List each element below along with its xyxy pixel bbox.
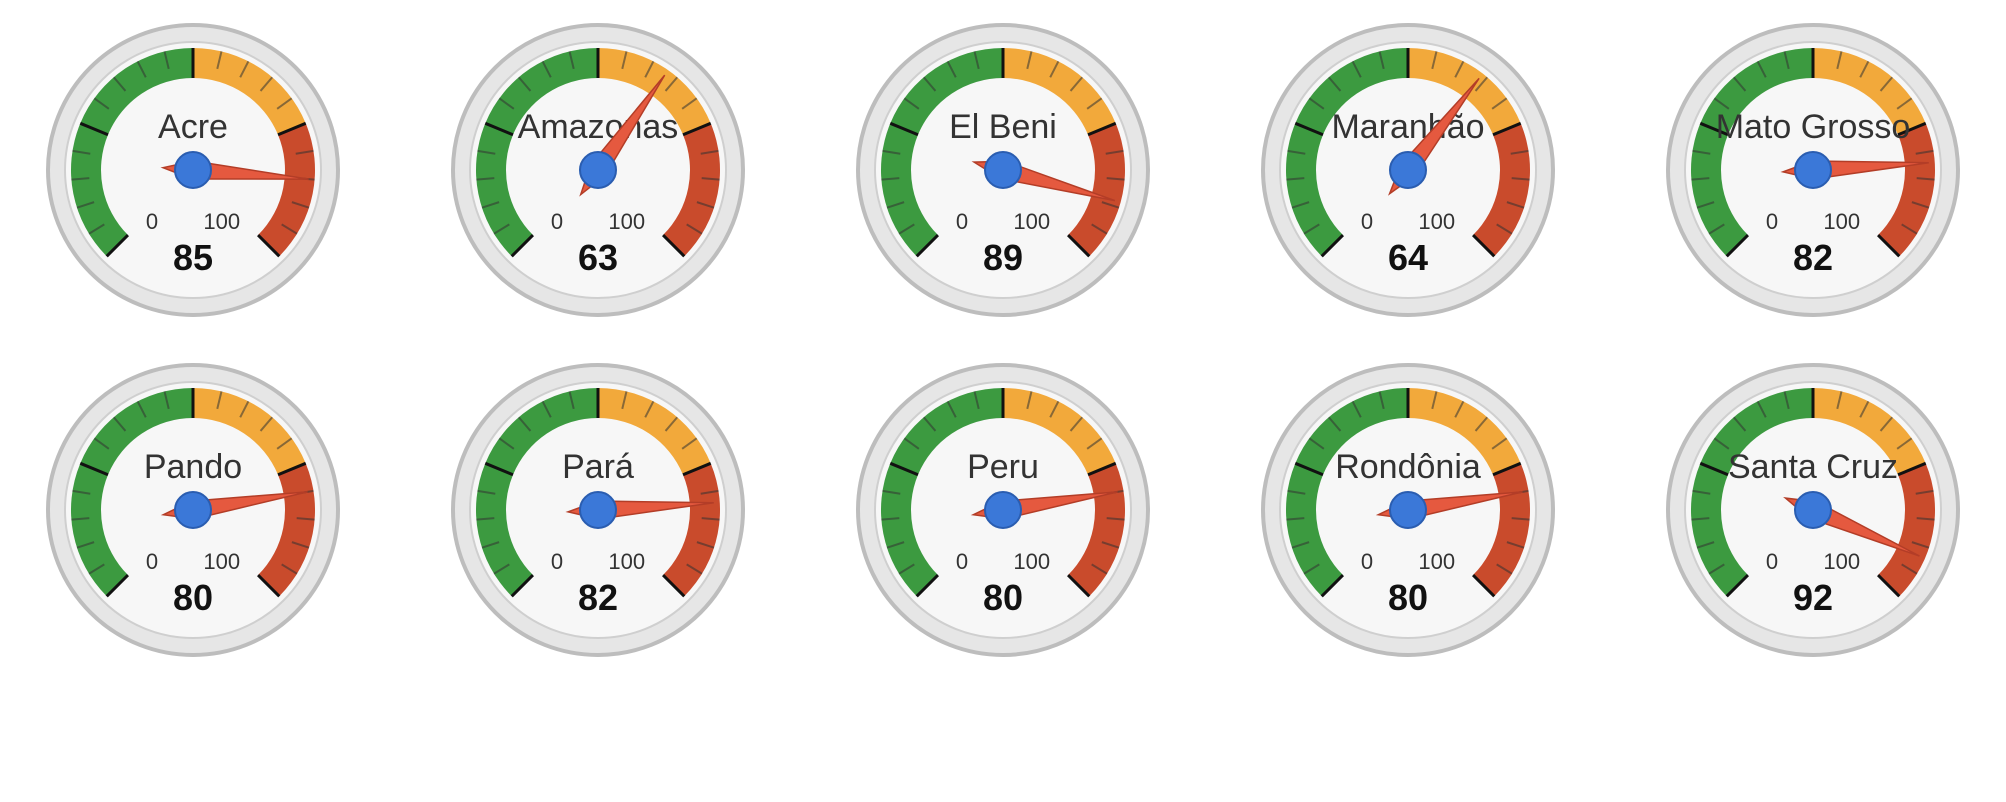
gauge-min-label: 0 [1361,549,1373,574]
gauge-hub [580,152,616,188]
gauge-min-label: 0 [956,549,968,574]
gauge: 0 100 Santa Cruz 92 [1663,360,1963,660]
gauge-hub [1795,492,1831,528]
gauge-max-label: 100 [203,209,240,234]
gauge-label: Maranhão [1332,108,1485,146]
gauge-label: Peru [967,448,1039,486]
gauge-value: 85 [173,237,213,278]
gauge-min-label: 0 [145,549,157,574]
gauge-cell: 0 100 Maranhão 64 [1236,20,1581,320]
gauge-hub [175,152,211,188]
gauge-value: 82 [578,577,618,618]
gauge-max-label: 100 [1013,209,1050,234]
gauge-label: Pando [143,448,241,486]
gauge-max-label: 100 [203,549,240,574]
gauge-label: Rondônia [1335,448,1481,486]
gauge-min-label: 0 [1766,549,1778,574]
gauge-value: 80 [983,577,1023,618]
gauge-cell: 0 100 Pará 82 [425,360,770,660]
gauge: 0 100 Amazonas 63 [448,20,748,320]
gauge-value: 82 [1793,237,1833,278]
gauge-label: Mato Grosso [1716,108,1911,146]
gauge: 0 100 Maranhão 64 [1258,20,1558,320]
gauge: 0 100 Pando 80 [43,360,343,660]
gauge-cell: 0 100 Acre 85 [20,20,365,320]
gauge-hub [580,492,616,528]
gauge-cell: 0 100 Amazonas 63 [425,20,770,320]
gauge-min-label: 0 [145,209,157,234]
gauge: 0 100 Rondônia 80 [1258,360,1558,660]
gauge-max-label: 100 [608,209,645,234]
gauge-min-label: 0 [551,209,563,234]
gauge-min-label: 0 [1766,209,1778,234]
gauge-hub [175,492,211,528]
gauge-hub [1795,152,1831,188]
gauge-value: 80 [1388,577,1428,618]
gauge-hub [985,152,1021,188]
gauge-max-label: 100 [1419,209,1456,234]
gauge-max-label: 100 [1013,549,1050,574]
gauge-cell: 0 100 Pando 80 [20,360,365,660]
gauge-value: 89 [983,237,1023,278]
gauge-cell: 0 100 Rondônia 80 [1236,360,1581,660]
gauge-max-label: 100 [608,549,645,574]
gauge-label: Amazonas [517,108,678,146]
gauge-hub [1390,152,1426,188]
gauge-label: Pará [562,448,634,486]
gauge-cell: 0 100 Peru 80 [830,360,1175,660]
gauge-value: 64 [1388,237,1428,278]
gauge-label: El Beni [949,108,1057,146]
gauge: 0 100 Mato Grosso 82 [1663,20,1963,320]
gauge: 0 100 El Beni 89 [853,20,1153,320]
gauge-grid: 0 100 Acre 85 0 100 Amazonas 63 0 100 El Beni 89 0 10… [20,20,1986,660]
gauge-max-label: 100 [1824,209,1861,234]
gauge-hub [985,492,1021,528]
gauge: 0 100 Peru 80 [853,360,1153,660]
gauge-label: Santa Cruz [1728,448,1898,486]
gauge-min-label: 0 [1361,209,1373,234]
gauge-max-label: 100 [1824,549,1861,574]
gauge-cell: 0 100 Santa Cruz 92 [1641,360,1986,660]
gauge: 0 100 Pará 82 [448,360,748,660]
gauge-value: 92 [1793,577,1833,618]
gauge-min-label: 0 [956,209,968,234]
gauge-value: 80 [173,577,213,618]
gauge-min-label: 0 [551,549,563,574]
gauge-hub [1390,492,1426,528]
gauge-max-label: 100 [1419,549,1456,574]
gauge-cell: 0 100 Mato Grosso 82 [1641,20,1986,320]
gauge-value: 63 [578,237,618,278]
gauge-cell: 0 100 El Beni 89 [830,20,1175,320]
gauge: 0 100 Acre 85 [43,20,343,320]
gauge-label: Acre [158,108,228,146]
